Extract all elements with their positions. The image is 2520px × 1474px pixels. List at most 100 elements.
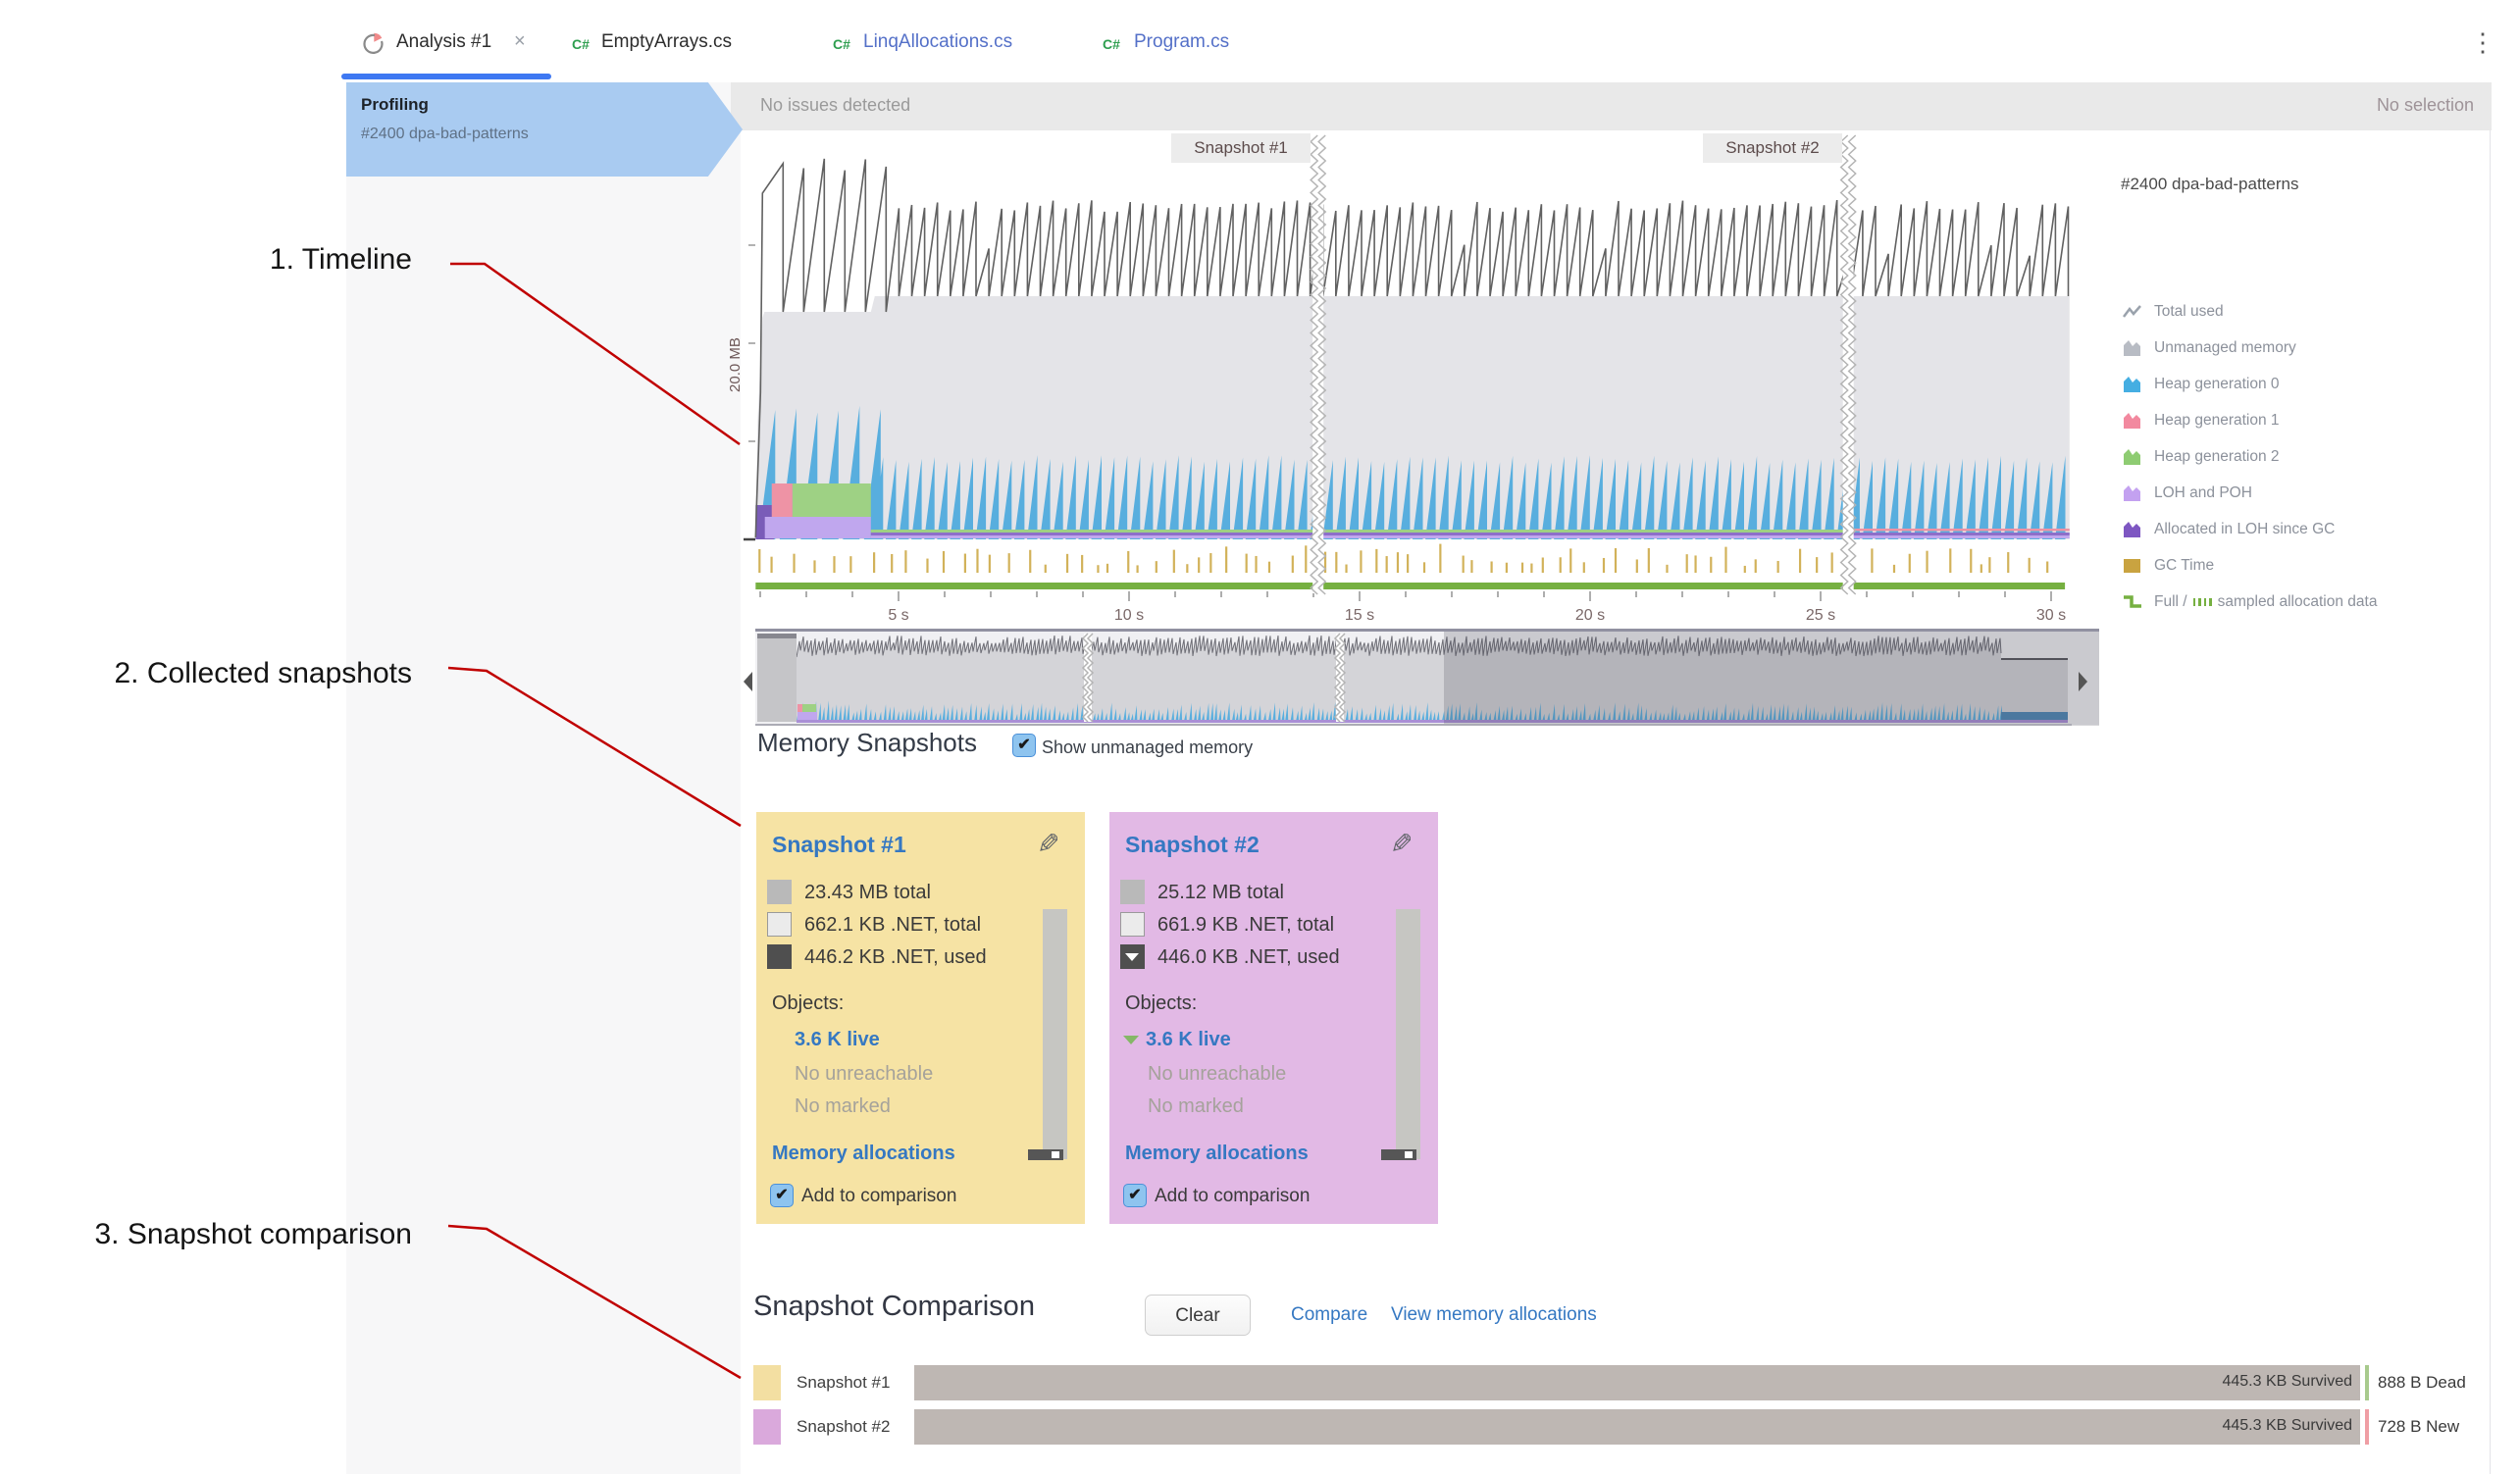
- total-swatch: [767, 880, 792, 904]
- memory-allocations-link[interactable]: Memory allocations: [1125, 1143, 1309, 1164]
- add-to-comparison-checkbox[interactable]: [770, 1184, 794, 1207]
- profiling-title: Profiling: [361, 95, 429, 114]
- area-icon: [2122, 521, 2143, 538]
- snapshot-card-title[interactable]: Snapshot #2: [1125, 832, 1260, 857]
- area-icon: [2122, 412, 2143, 430]
- memory-bar: [1043, 909, 1067, 1159]
- legend-loh-poh[interactable]: LOH and POH: [2122, 482, 2377, 505]
- line-icon: [2122, 303, 2143, 321]
- edit-pencil-icon[interactable]: [1390, 828, 1413, 860]
- sampled-dashes-icon: [2192, 598, 2212, 606]
- objects-label: Objects:: [1125, 992, 1198, 1014]
- net-used-value: 446.2 KB .NET, used: [804, 946, 987, 968]
- tab-close-icon[interactable]: ×: [514, 30, 526, 52]
- legend-unmanaged-memory[interactable]: Unmanaged memory: [2122, 336, 2377, 360]
- y-axis-label: 20.0 MB: [727, 337, 744, 392]
- live-objects-link[interactable]: 3.6 K live: [795, 1029, 880, 1050]
- minimap-handle[interactable]: [757, 634, 797, 722]
- legend-full-prefix: Full /: [2154, 593, 2187, 610]
- survived-value: 445.3 KB Survived: [2222, 1417, 2352, 1434]
- legend-allocated-loh[interactable]: Allocated in LOH since GC: [2122, 518, 2377, 541]
- snapshot2-marker-label[interactable]: Snapshot #2: [1703, 133, 1842, 163]
- survived-bar[interactable]: 445.3 KB Survived: [914, 1365, 2360, 1400]
- add-to-comparison-label[interactable]: Add to comparison: [801, 1186, 957, 1206]
- kebab-menu-icon[interactable]: [2470, 27, 2495, 59]
- snapshot1-marker-label[interactable]: Snapshot #1: [1171, 133, 1311, 163]
- sidebar-item-profiling[interactable]: Profiling #2400 dpa-bad-patterns: [346, 82, 743, 177]
- row-name: Snapshot #2: [797, 1417, 891, 1436]
- net-total-bar: [1405, 1151, 1413, 1158]
- net-used-bar: [1381, 1149, 1416, 1160]
- area-icon: [2122, 339, 2143, 357]
- new-bar: [2365, 1409, 2369, 1445]
- show-unmanaged-label[interactable]: Show unmanaged memory: [1042, 737, 1254, 757]
- dead-bar: [2365, 1365, 2369, 1400]
- survived-bar[interactable]: 445.3 KB Survived: [914, 1409, 2360, 1445]
- row-name: Snapshot #1: [797, 1373, 891, 1392]
- snapshot-card-title[interactable]: Snapshot #1: [772, 832, 906, 857]
- comparison-row-1: Snapshot #1 445.3 KB Survived 888 B Dead: [0, 1365, 2520, 1400]
- unreachable-label: No unreachable: [795, 1063, 934, 1085]
- decrease-icon: [1123, 1036, 1139, 1044]
- annotation-collected-snapshots: 2. Collected snapshots: [114, 657, 412, 689]
- svg-text:15 s: 15 s: [1345, 607, 1374, 624]
- total-swatch: [1120, 880, 1145, 904]
- csharp-icon: C#: [1103, 36, 1120, 52]
- marked-label: No marked: [795, 1095, 891, 1117]
- tab-analysis[interactable]: Analysis #1: [396, 31, 492, 52]
- annotation-timeline: 1. Timeline: [269, 243, 412, 276]
- timeline-minimap[interactable]: [755, 632, 2099, 725]
- selection-status: No selection: [2376, 95, 2474, 115]
- minimap-overlay: [1444, 632, 2099, 726]
- total-value: 23.43 MB total: [804, 882, 931, 903]
- annotation-snapshot-comparison: 3. Snapshot comparison: [94, 1218, 412, 1250]
- area-icon: [2122, 484, 2143, 502]
- svg-text:30 s: 30 s: [2036, 607, 2066, 624]
- survived-value: 445.3 KB Survived: [2222, 1373, 2352, 1390]
- area-icon: [2122, 448, 2143, 466]
- net-total-swatch: [767, 912, 792, 937]
- csharp-icon: C#: [572, 36, 590, 52]
- compare-link[interactable]: Compare: [1291, 1304, 1368, 1325]
- legend-heap-gen0[interactable]: Heap generation 0: [2122, 373, 2377, 396]
- view-memory-allocations-link[interactable]: View memory allocations: [1391, 1304, 1597, 1325]
- show-unmanaged-checkbox[interactable]: [1012, 734, 1036, 757]
- add-to-comparison-checkbox[interactable]: [1123, 1184, 1147, 1207]
- memory-timeline-chart[interactable]: 5 s 10 s 15 s 20 s 25 s 30 s: [741, 127, 2134, 731]
- net-total-value: 662.1 KB .NET, total: [804, 914, 982, 936]
- tab-linqallocations[interactable]: LinqAllocations.cs: [863, 31, 1013, 52]
- unreachable-label: No unreachable: [1148, 1063, 1287, 1085]
- clear-button[interactable]: Clear: [1145, 1295, 1251, 1336]
- step-icon: [2122, 593, 2143, 611]
- scroll-right-arrow[interactable]: [2079, 672, 2087, 691]
- area-icon: [2122, 376, 2143, 393]
- legend-heap-gen2[interactable]: Heap generation 2: [2122, 445, 2377, 469]
- legend-total-used[interactable]: Total used: [2122, 300, 2377, 324]
- edit-pencil-icon[interactable]: [1037, 828, 1059, 860]
- analysis-pie-icon: [363, 32, 384, 54]
- net-total-bar: [1052, 1151, 1059, 1158]
- objects-label: Objects:: [772, 992, 845, 1014]
- add-to-comparison-label[interactable]: Add to comparison: [1155, 1186, 1311, 1206]
- scroll-left-arrow[interactable]: [744, 672, 752, 691]
- legend-allocation-data[interactable]: Full / sampled allocation data: [2122, 590, 2377, 614]
- tab-bar: Analysis #1 × C# EmptyArrays.cs C# LinqA…: [0, 0, 2520, 82]
- legend-heap-gen1[interactable]: Heap generation 1: [2122, 409, 2377, 432]
- square-icon: [2122, 557, 2143, 575]
- delta-value: 888 B Dead: [2378, 1373, 2466, 1392]
- snapshot1-swatch: [753, 1365, 781, 1400]
- legend-gc-time[interactable]: GC Time: [2122, 554, 2377, 578]
- tab-emptyarrays[interactable]: EmptyArrays.cs: [601, 31, 733, 52]
- memory-allocations-link[interactable]: Memory allocations: [772, 1143, 955, 1164]
- marked-label: No marked: [1148, 1095, 1244, 1117]
- net-used-value: 446.0 KB .NET, used: [1157, 946, 1340, 968]
- live-objects-link[interactable]: 3.6 K live: [1146, 1029, 1231, 1050]
- issues-status: No issues detected: [760, 95, 911, 115]
- tab-program[interactable]: Program.cs: [1134, 31, 1230, 52]
- net-used-swatch-decreased: [1120, 944, 1145, 969]
- status-bar: No issues detected No selection: [731, 82, 2492, 130]
- comparison-row-2: Snapshot #2 445.3 KB Survived 728 B New: [0, 1409, 2520, 1445]
- sidebar: [346, 82, 741, 1474]
- run-label: #2400 dpa-bad-patterns: [2121, 175, 2299, 193]
- svg-text:10 s: 10 s: [1114, 607, 1144, 624]
